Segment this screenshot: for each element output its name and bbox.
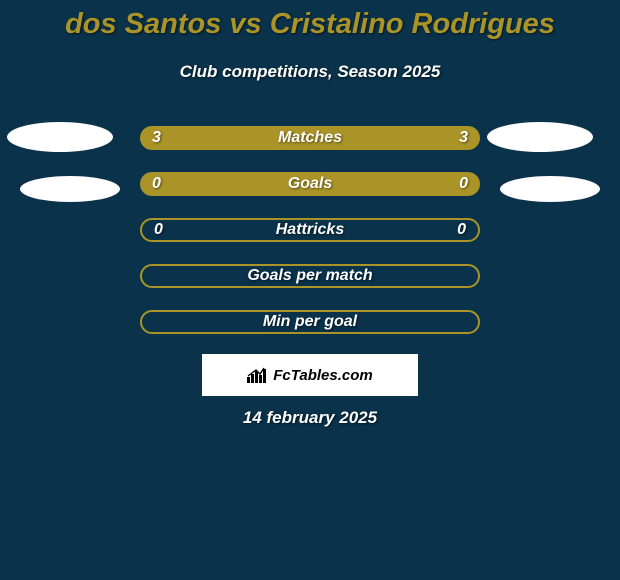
page-title: dos Santos vs Cristalino Rodrigues [0, 8, 620, 41]
stat-label: Goals per match [247, 267, 372, 285]
subtitle: Club competitions, Season 2025 [0, 62, 620, 82]
stat-row: Hattricks 0 0 [140, 218, 480, 242]
subtitle-text: Club competitions, Season 2025 [180, 62, 441, 81]
player-left-photo-placeholder-large [7, 122, 113, 152]
player-right-photo-placeholder-small [500, 176, 600, 202]
stat-label: Goals [288, 175, 332, 193]
stat-row: Min per goal [140, 310, 480, 334]
stat-value-right: 0 [459, 175, 468, 193]
stat-row: Goals per match [140, 264, 480, 288]
date-text: 14 february 2025 [243, 408, 377, 427]
stat-value-left: 3 [152, 129, 161, 147]
stat-value-left: 0 [152, 175, 161, 193]
comparison-infographic: dos Santos vs Cristalino Rodrigues Club … [0, 0, 620, 580]
date-label: 14 february 2025 [0, 408, 620, 428]
stat-row: Goals 0 0 [140, 172, 480, 196]
stat-label: Min per goal [263, 313, 357, 331]
stat-value-left: 0 [154, 221, 163, 239]
stat-label: Hattricks [276, 221, 344, 239]
bar-chart-icon [247, 367, 267, 383]
player-left-photo-placeholder-small [20, 176, 120, 202]
fctables-logo: FcTables.com [202, 354, 418, 396]
stat-row: Matches 3 3 [140, 126, 480, 150]
stat-label: Matches [278, 129, 342, 147]
stat-value-right: 3 [459, 129, 468, 147]
player-right-photo-placeholder-large [487, 122, 593, 152]
logo-text: FcTables.com [273, 367, 372, 384]
title-text: dos Santos vs Cristalino Rodrigues [65, 8, 555, 40]
stat-value-right: 0 [457, 221, 466, 239]
